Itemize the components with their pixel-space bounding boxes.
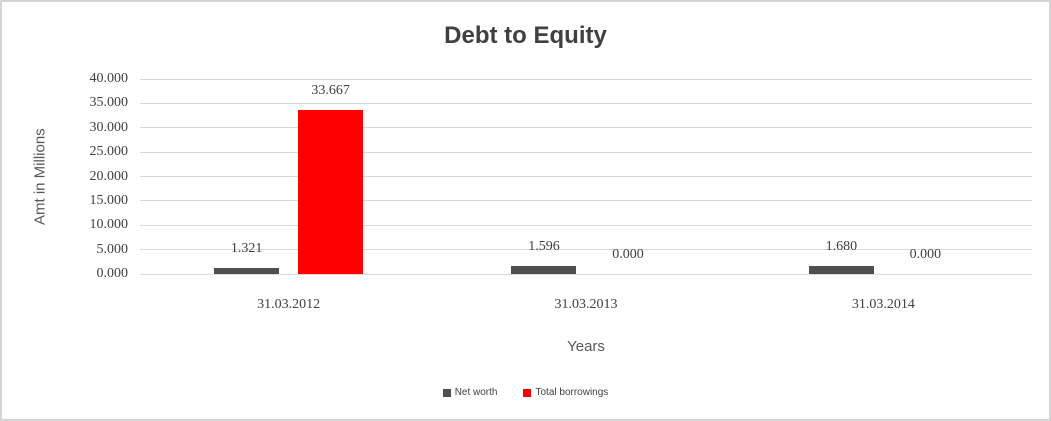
legend: Net worth Total borrowings [2,387,1049,398]
legend-label: Total borrowings [535,387,609,398]
bar-net-worth [808,265,874,274]
data-label: 33.667 [311,82,350,98]
gridline [140,127,1032,129]
y-tick-label: 40.000 [89,71,129,86]
y-tick-label: 15.000 [89,192,129,208]
x-axis-title: Years [567,338,605,355]
y-tick-label: 5.000 [96,241,129,257]
y-tick-label: 10.000 [89,217,129,233]
gridline [140,102,1032,104]
legend-item-total-borrowings: Total borrowings [523,387,608,398]
x-tick-label: 31.03.2014 [851,297,915,312]
bar-net-worth [511,266,577,274]
gridline [140,224,1032,226]
category-band: 1.680 0.000 [735,79,1032,274]
legend-item-net-worth: Net worth [442,387,498,398]
bar-total-borrowings [298,109,364,274]
y-tick-label: 35.000 [89,95,129,111]
gridline [140,176,1032,177]
plot-area: 1.321 33.667 1.596 0.000 1.680 0.000 [140,78,1032,275]
data-label: 1.596 [528,239,560,255]
bar-net-worth [214,267,280,274]
data-label: 1.680 [825,238,858,254]
y-tick-label: 25.000 [89,144,129,160]
gridline [140,200,1032,202]
y-tick-label: 0.000 [96,266,129,281]
y-tick-label: 30.000 [89,119,129,135]
legend-marker-icon [442,388,451,397]
gridline [140,151,1032,153]
x-axis-tick-labels: 31.03.2012 31.03.2013 31.03.2014 [140,296,1032,314]
data-label: 0.000 [909,247,942,262]
category-band: 1.596 0.000 [437,79,734,274]
data-label: 1.321 [230,240,263,256]
gridline [140,249,1032,251]
gridline [140,273,1032,275]
y-tick-label: 20.000 [89,168,129,184]
legend-marker-icon [523,388,532,397]
chart-title: Debt to Equity [444,22,607,49]
gridline [140,78,1032,80]
legend-label: Net worth [454,387,498,398]
x-tick-label: 31.03.2012 [257,297,321,312]
x-tick-label: 31.03.2013 [554,297,618,312]
category-band: 1.321 33.667 [140,79,437,274]
data-label: 0.000 [612,247,644,262]
